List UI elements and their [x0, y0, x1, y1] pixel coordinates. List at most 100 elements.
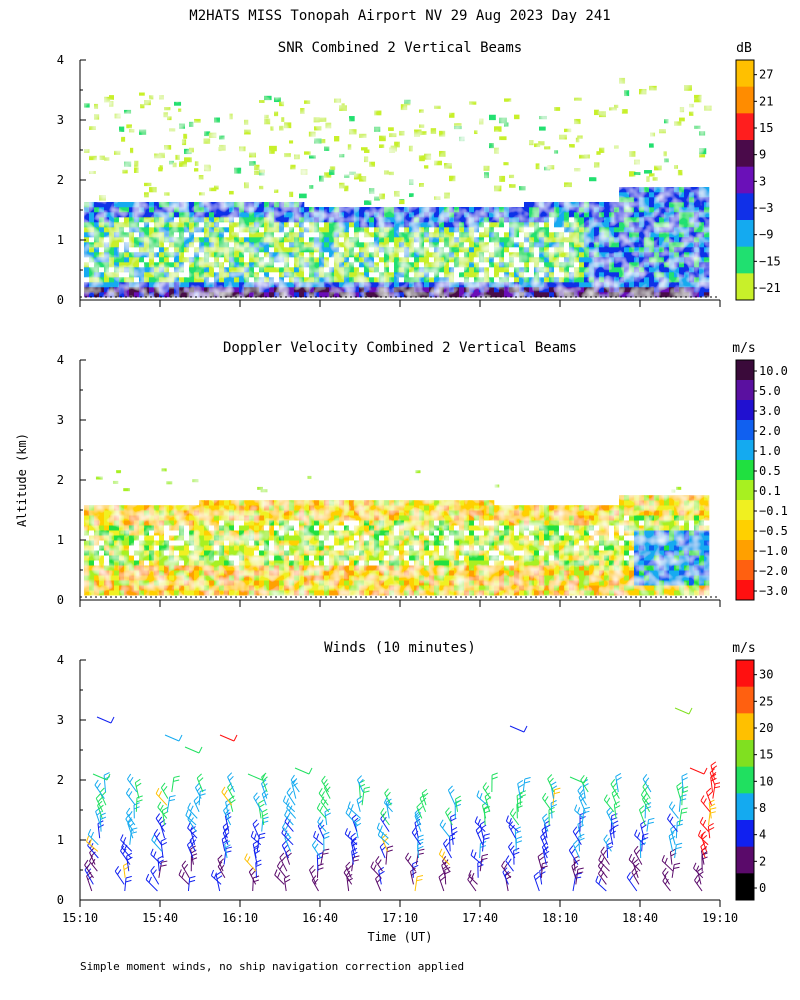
wind-barb [646, 819, 650, 832]
wind-barb [689, 767, 705, 775]
wind-barb [445, 812, 453, 826]
wind-barb [662, 880, 671, 892]
wind-barb [255, 862, 257, 878]
wind-barb [411, 832, 421, 846]
wind-barb [224, 843, 228, 859]
wind-barb [155, 818, 165, 832]
colorbar-swatch [736, 166, 754, 194]
wind-barb [311, 845, 322, 859]
wind-barb [86, 875, 93, 892]
snr-panel: SNR Combined 2 Vertical Beams 0 1 2 3 4 dB 2… [57, 40, 781, 307]
x-tick-label: 17:10 [382, 911, 418, 925]
colorbar-label: 3.0 [759, 404, 781, 418]
wind-barb [345, 812, 358, 826]
wind-barb [178, 874, 190, 885]
x-tick-label: 15:10 [62, 911, 98, 925]
wind-barb [384, 802, 393, 813]
wind-barb [281, 832, 294, 846]
wind-barb [281, 827, 292, 839]
colorbar-label: −3.0 [759, 584, 788, 598]
wind-barb [343, 872, 353, 885]
doppler-colorbar: 10.0 5.0 3.0 2.0 1.0 0.5 0.1 −0.1 −0.5 −1.0 −2.0 −3… [735, 359, 788, 601]
wind-barb [509, 725, 525, 733]
wind-barb [217, 866, 226, 879]
wind-barb [134, 782, 140, 799]
wind-barb [351, 851, 354, 865]
wind-barb [574, 809, 585, 819]
wind-barb [375, 878, 382, 892]
wind-barb [281, 845, 289, 859]
wind-barb [244, 858, 257, 872]
wind-barb [662, 872, 670, 885]
wind-barb [577, 790, 587, 806]
wind-barb [313, 836, 324, 846]
figure-title: M2HATS MISS Tonopah Airport NV 29 Aug 20… [189, 8, 610, 24]
x-tick-label: 18:40 [622, 911, 658, 925]
wind-barb [603, 839, 612, 852]
wind-barb [323, 787, 331, 799]
wind-barb [356, 799, 361, 812]
wind-barb [153, 833, 162, 846]
wind-barb [103, 775, 107, 793]
wind-barb [678, 796, 682, 812]
colorbar-label: 15 [759, 748, 773, 762]
wind-barb [581, 808, 585, 826]
wind-barb [379, 846, 386, 859]
wind-barb [640, 824, 645, 839]
wind-barb [700, 846, 706, 859]
x-tick-label: 18:10 [542, 911, 578, 925]
wind-barb [410, 871, 414, 885]
wind-barb [193, 800, 200, 813]
wind-barb [419, 798, 427, 812]
colorbar-swatch [736, 580, 754, 601]
wind-barb [681, 788, 683, 806]
wind-barb [221, 791, 233, 806]
colorbar-label: −21 [759, 281, 781, 295]
wind-barb [252, 823, 260, 839]
wind-barb [370, 866, 382, 879]
wind-barb [455, 799, 459, 812]
wind-barb [224, 815, 230, 832]
wind-barb [712, 783, 716, 799]
wind-barb [321, 780, 329, 793]
wind-barb [674, 707, 690, 715]
wind-barb [166, 796, 171, 812]
wind-barb [674, 844, 677, 859]
wind-barb [274, 874, 285, 885]
wind-barb [509, 813, 520, 826]
colorbar-label: 20 [759, 721, 773, 735]
wind-barb [124, 877, 127, 892]
wind-barb [258, 803, 262, 819]
colorbar-swatch [736, 713, 754, 741]
wind-barb [377, 834, 390, 846]
wind-barb [190, 849, 194, 865]
wind-barb [378, 870, 382, 885]
colorbar-label: 2 [759, 854, 766, 868]
wind-barb [380, 812, 390, 826]
wind-barb [421, 792, 427, 806]
wind-barb [215, 874, 221, 892]
colorbar-swatch [736, 660, 754, 688]
wind-barb [222, 826, 228, 839]
wind-barb [160, 787, 169, 799]
wind-barb [291, 782, 297, 799]
x-tick-labels: 15:10 15:40 16:10 16:40 17:10 17:40 18:10 18:40… [62, 911, 738, 925]
colorbar-label: 4 [759, 828, 766, 842]
wind-barb [610, 783, 620, 799]
wind-barb [611, 792, 618, 806]
wind-barb [211, 875, 222, 885]
wind-barb [481, 805, 487, 819]
wind-barb [414, 813, 422, 826]
wind-barb [414, 876, 418, 892]
wind-barb [484, 796, 491, 812]
colorbar-label: 0.1 [759, 484, 781, 498]
colorbar-swatch [736, 480, 754, 501]
wind-barb [261, 818, 264, 832]
wind-barb [612, 823, 615, 839]
wind-barb [290, 779, 300, 793]
wind-barb [94, 784, 105, 799]
wind-barb [539, 870, 543, 885]
wind-barb [320, 850, 324, 865]
